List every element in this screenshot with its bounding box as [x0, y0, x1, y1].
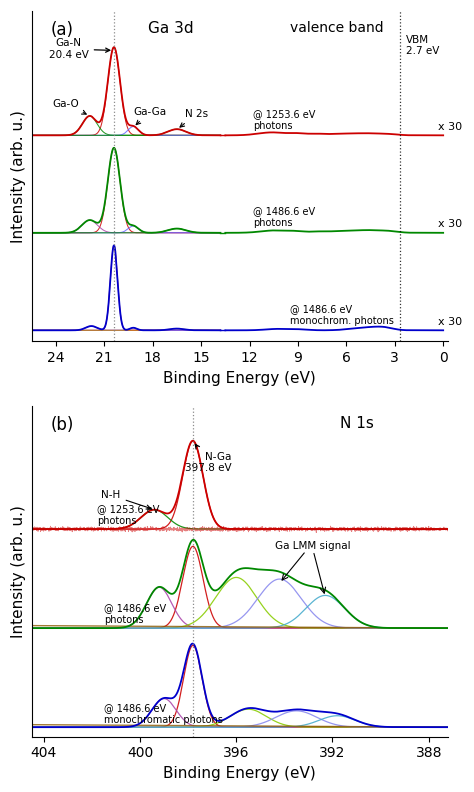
Text: @ 1253.6 eV
photons: @ 1253.6 eV photons [97, 505, 159, 526]
Text: N 2s: N 2s [180, 109, 208, 127]
Text: Ga LMM signal: Ga LMM signal [275, 541, 351, 550]
Text: Ga 3d: Ga 3d [148, 21, 194, 36]
Text: x 30: x 30 [438, 219, 462, 229]
Y-axis label: Intensity (arb. u.): Intensity (arb. u.) [11, 110, 26, 242]
Y-axis label: Intensity (arb. u.): Intensity (arb. u.) [11, 505, 26, 638]
Text: (b): (b) [50, 417, 74, 434]
Text: Ga-O: Ga-O [52, 98, 86, 114]
Text: @ 1486.6 eV
photons: @ 1486.6 eV photons [104, 604, 166, 625]
Text: @ 1486.6 eV
monochrom. photons: @ 1486.6 eV monochrom. photons [290, 304, 394, 326]
X-axis label: Binding Energy (eV): Binding Energy (eV) [164, 766, 316, 781]
Text: N-Ga
397.8 eV: N-Ga 397.8 eV [185, 444, 231, 473]
Text: x 30: x 30 [438, 121, 462, 131]
Text: N-H: N-H [101, 490, 151, 509]
X-axis label: Binding Energy (eV): Binding Energy (eV) [164, 371, 316, 386]
Text: @ 1486.6 eV
monochromatic photons: @ 1486.6 eV monochromatic photons [104, 703, 223, 725]
Text: x 30: x 30 [438, 317, 462, 326]
Text: @ 1253.6 eV
photons: @ 1253.6 eV photons [253, 109, 315, 131]
Text: valence band: valence band [290, 21, 383, 35]
Text: Ga-N
20.4 eV: Ga-N 20.4 eV [49, 38, 110, 60]
Text: N 1s: N 1s [340, 417, 374, 432]
Text: @ 1486.6 eV
photons: @ 1486.6 eV photons [253, 207, 315, 228]
Text: VBM
2.7 eV: VBM 2.7 eV [406, 35, 439, 56]
Text: (a): (a) [50, 21, 73, 39]
Text: Ga-Ga: Ga-Ga [133, 107, 166, 124]
